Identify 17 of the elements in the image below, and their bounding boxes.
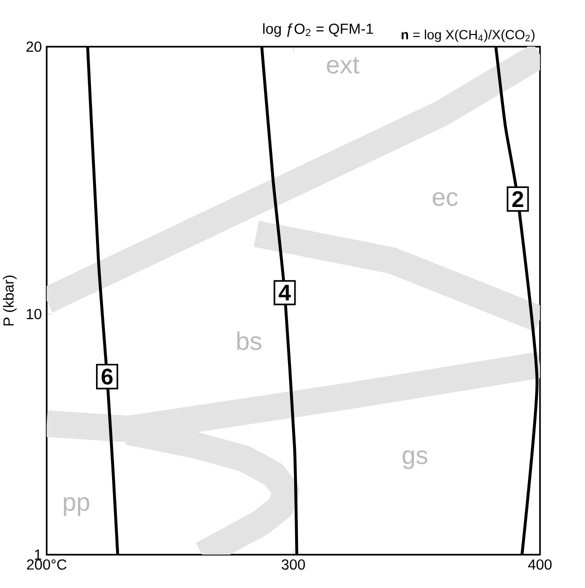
x-tick-label: 300: [282, 559, 305, 570]
x-tick-label: 400: [528, 559, 552, 570]
chart-title: log ƒO$_{2}$ = QFM-1: [263, 23, 373, 37]
y-axis-title: P (kbar): [2, 276, 16, 326]
y-tick-label: 10: [26, 308, 42, 320]
annotation: gs: [402, 450, 428, 470]
series-label: 2: [512, 191, 524, 207]
text: n = log X(CH$_{4}$)/X(CO$_{2}$): [401, 30, 534, 42]
annotation: bs: [237, 332, 262, 350]
annotation: pp: [64, 497, 90, 516]
y-tick-label: 20: [26, 42, 42, 52]
x-tick-label: 200°C: [26, 559, 66, 570]
series-label: 6: [102, 368, 112, 385]
series-label: 4: [278, 284, 291, 300]
annotation: ext: [326, 57, 360, 74]
annotation: ec: [432, 192, 458, 206]
y-tick-label: 1: [34, 550, 42, 560]
